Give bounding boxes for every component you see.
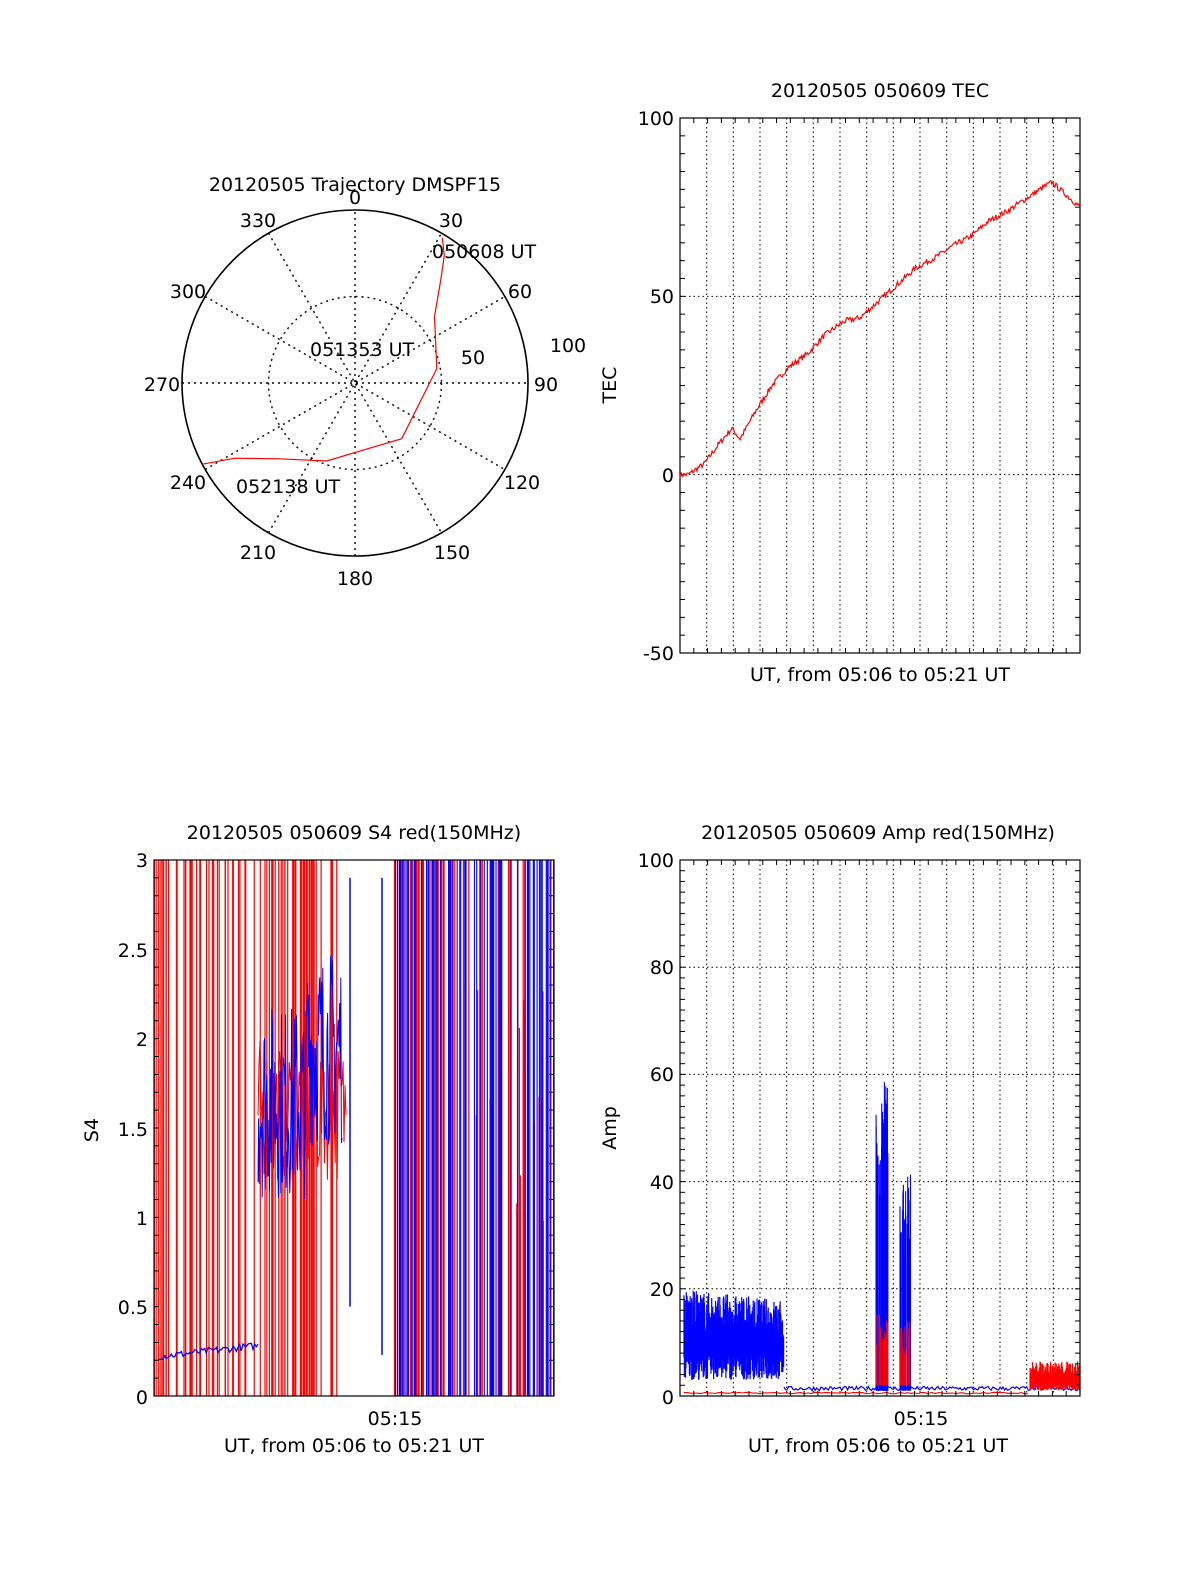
amp-xlabel: UT, from 05:06 to 05:21 UT [748,1435,1008,1457]
angle-label-210: 210 [240,542,276,564]
angle-label-120: 120 [504,472,540,494]
s4-ytick-0.5: 0.5 [118,1297,148,1319]
tec-ytick-50: 50 [650,286,674,308]
polar-plot: 20120505 Trajectory DMSPF15 0 30 60 90 1… [144,174,586,590]
polar-ring-50 [267,295,443,471]
angle-label-300: 300 [170,281,206,303]
angle-label-60: 60 [508,281,532,303]
s4-ytick-2.5: 2.5 [118,940,148,962]
polar-grid [182,210,528,556]
polar-title: 20120505 Trajectory DMSPF15 [209,174,501,196]
amp-title: 20120505 050609 Amp red(150MHz) [701,822,1055,844]
amp-blue-series [683,1082,1081,1392]
amp-xtick-0515: 05:15 [894,1408,949,1430]
annotation-mid: 051353 UT [310,339,414,361]
s4-plot: 20120505 050609 S4 red(150MHz) 3 2.5 2 1… [81,822,555,1457]
amp-ticks [680,859,1080,1397]
amp-grid [680,860,1080,1396]
amp-ytick-20: 20 [650,1279,674,1301]
polar-angle-labels: 0 30 60 90 120 150 180 210 240 270 300 3… [144,187,558,590]
s4-ytick-0: 0 [136,1387,148,1409]
polar-outer-circle [181,209,529,557]
radius-label-100: 100 [550,335,586,357]
tec-minor-ticks [680,117,1080,654]
polar-spoke [267,232,443,534]
s4-blue-baseline [157,1342,259,1361]
amp-ylabel: Amp [599,1106,621,1150]
s4-ticks [154,859,554,1397]
angle-label-90: 90 [534,374,558,396]
s4-ytick-1: 1 [136,1208,148,1230]
amp-ytick-100: 100 [638,850,674,872]
tec-ytick-100: 100 [638,108,674,130]
annotation-end: 052138 UT [236,476,340,498]
s4-ytick-2: 2 [136,1029,148,1051]
tec-grid [680,118,1080,653]
trajectory-line [202,237,445,465]
angle-label-0: 0 [349,187,361,209]
tec-ytick-neg50: -50 [643,643,674,665]
amp-plot: 20120505 050609 Amp red(150MHz) 100 80 6… [599,822,1081,1457]
s4-blue-series [157,860,552,1396]
s4-ytick-1.5: 1.5 [118,1119,148,1141]
angle-label-30: 30 [439,210,463,232]
s4-ylabel: S4 [81,1118,103,1142]
radius-label-50: 50 [461,347,485,369]
tec-frame [679,117,1081,654]
tec-title: 20120505 050609 TEC [771,80,989,102]
tec-ytick-0: 0 [662,465,674,487]
amp-ytick-60: 60 [650,1064,674,1086]
annotation-start: 050608 UT [432,241,536,263]
amp-red-baseline [683,1391,1028,1395]
angle-label-180: 180 [337,568,373,590]
s4-xlabel: UT, from 05:06 to 05:21 UT [224,1435,484,1457]
amp-red-series [683,1314,1080,1395]
s4-title: 20120505 050609 S4 red(150MHz) [187,822,521,844]
angle-label-330: 330 [240,210,276,232]
tec-xlabel: UT, from 05:06 to 05:21 UT [750,664,1010,686]
polar-spoke [204,295,506,471]
angle-label-270: 270 [144,374,180,396]
amp-ytick-80: 80 [650,957,674,979]
tec-ylabel: TEC [599,367,621,405]
tec-series-line [679,179,1081,478]
angle-label-150: 150 [434,542,470,564]
polar-spoke [267,232,443,534]
s4-ytick-3: 3 [136,850,148,872]
amp-ytick-40: 40 [650,1172,674,1194]
s4-red-trace [257,1038,347,1181]
s4-xtick-0515: 05:15 [368,1408,423,1430]
amp-ytick-0: 0 [662,1387,674,1409]
s4-blue-trace [257,955,343,1199]
polar-spoke [204,295,506,471]
tec-plot: 20120505 050609 TEC 100 50 0 -50 TEC UT,… [599,80,1081,686]
angle-label-240: 240 [170,472,206,494]
